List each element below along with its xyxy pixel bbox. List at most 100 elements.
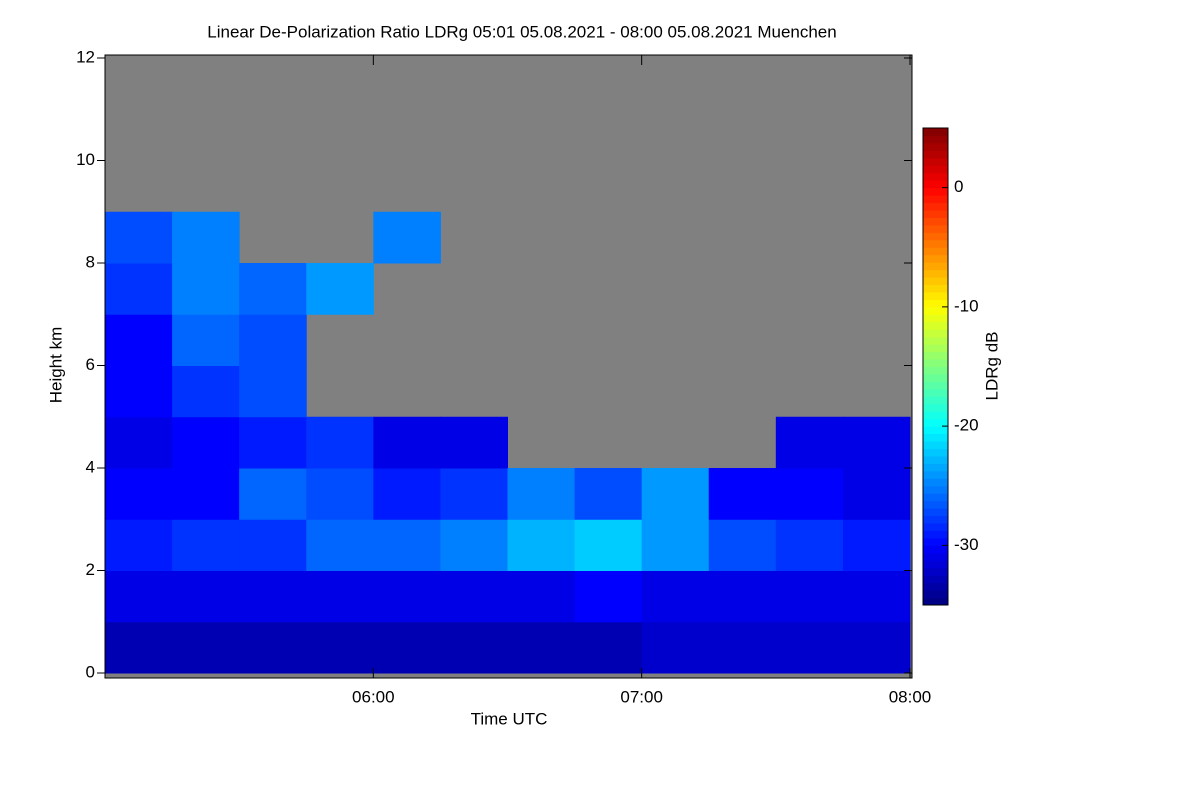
colorbar-segment [923,284,948,293]
colorbar-segment [923,567,948,576]
colorbar-segment [923,575,948,584]
heat-cell [105,365,173,418]
heat-cell [172,519,240,571]
heat-cell [775,416,844,469]
colorbar-segment [923,187,948,196]
heat-cell [842,570,911,623]
colorbar-segment [923,232,948,241]
colorbar-segment [923,269,948,278]
colorbar-segment [923,299,948,308]
heat-cell [306,416,374,469]
colorbar-segment [923,157,948,166]
colorbar-segment [923,403,948,412]
heat-cell [507,468,576,520]
y-tick-label: 12 [76,47,95,66]
colorbar-segment [923,209,948,218]
colorbar-segment [923,142,948,151]
heat-cell [105,519,173,571]
colorbar-segment [923,582,948,591]
colorbar-segment [923,128,948,136]
heat-cell [239,365,307,418]
chart-title: Linear De-Polarization Ratio LDRg 05:01 … [207,22,836,41]
colorbar-tick-label: -20 [954,416,979,435]
heat-cell [574,621,643,674]
colorbar-segment [923,366,948,375]
heat-cell [172,621,240,674]
colorbar-segment [923,329,948,338]
heat-cell [708,570,777,623]
colorbar-segment [923,455,948,464]
heat-cell [775,519,844,571]
heat-cell [373,468,441,520]
colorbar-segment [923,344,948,353]
y-tick-label: 4 [86,457,95,476]
heat-cell [842,519,911,571]
heat-cell [708,468,777,520]
heat-cell [708,519,777,571]
heat-cell [440,519,508,571]
colorbar-segment [923,552,948,561]
colorbar-segment [923,180,948,189]
heat-cell [507,570,576,623]
colorbar-segment [923,590,948,599]
heat-cell [239,416,307,469]
heat-cell [373,519,441,571]
heat-cell [105,468,173,520]
heat-cell [440,416,508,469]
y-tick-label: 6 [86,355,95,374]
x-tick-label: 08:00 [889,687,932,706]
heat-cell [306,519,374,571]
colorbar-segment [923,448,948,457]
heat-cell [373,570,441,623]
heat-cell [373,621,441,674]
colorbar-segment [923,426,948,435]
colorbar-tick-label: -10 [954,296,979,315]
heat-cell [842,621,911,674]
heat-cell [172,314,240,366]
x-tick-label: 06:00 [352,687,395,706]
colorbar-segment [923,411,948,420]
heat-cell [306,570,374,623]
heat-cell [775,570,844,623]
colorbar-segment [923,172,948,181]
heat-cell [172,468,240,520]
heat-cell [373,416,441,469]
colorbar-segment [923,530,948,539]
colorbar-segment [923,314,948,323]
colorbar-segment [923,165,948,174]
heat-cell [842,416,911,469]
colorbar-segment [923,470,948,479]
heat-cell [440,621,508,674]
colorbar-segment [923,396,948,405]
heat-cell [306,263,374,315]
colorbar-segment [923,537,948,546]
colorbar-frame [922,127,949,606]
heat-cell [641,621,710,674]
heat-cell [373,211,441,264]
heat-cell [842,468,911,520]
colorbar-segment [923,239,948,248]
colorbar-segment [923,418,948,427]
heat-cell [306,468,374,520]
colorbar-segment [923,373,948,382]
colorbar-segment [923,224,948,233]
heat-cell [105,621,173,674]
colorbar-segment [923,277,948,286]
colorbar-segment [923,485,948,494]
heat-cell [239,570,307,623]
colorbar-tick-label: -30 [954,535,979,554]
x-axis-label: Time UTC [471,709,548,728]
colorbar-segment [923,336,948,345]
y-tick-label: 0 [86,662,95,681]
heat-cell [641,468,710,520]
colorbar-segment [923,135,948,144]
colorbar-segment [923,217,948,226]
heat-cell [641,519,710,571]
colorbar-segment [923,195,948,204]
colorbar-segment [923,150,948,159]
y-tick-label: 8 [86,252,95,271]
plot-frame [104,54,913,679]
colorbar-segment [923,202,948,211]
colorbar-segment [923,515,948,524]
